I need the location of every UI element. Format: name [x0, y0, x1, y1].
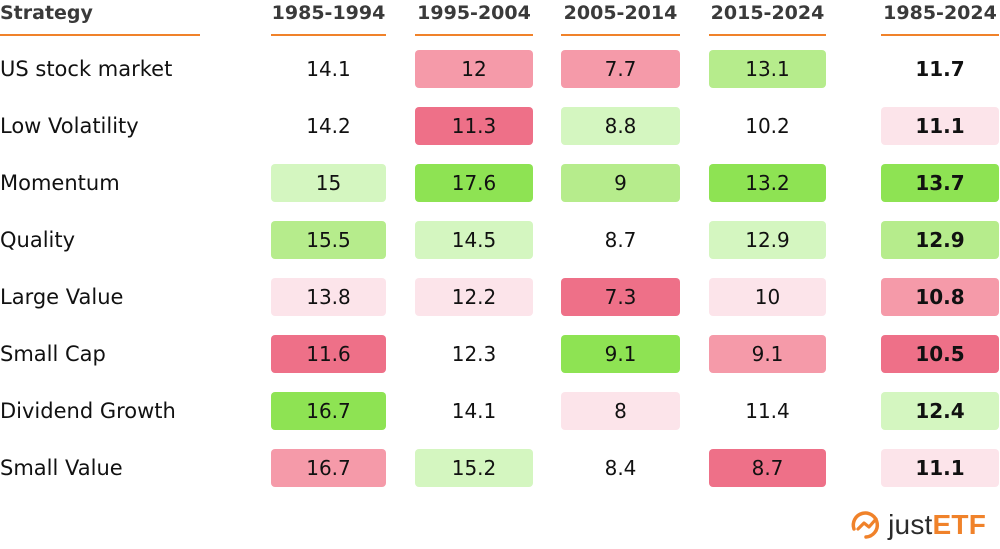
justetf-logo: justETF [848, 505, 986, 545]
header-underline [709, 34, 826, 36]
logo-text-just: just [888, 509, 933, 540]
table-cell: 10.2 [745, 114, 790, 138]
header-underline [561, 34, 680, 36]
table-cell: 13.8 [271, 278, 386, 316]
table-cell: 10.5 [881, 335, 999, 373]
table-cell: 12.9 [709, 221, 826, 259]
table-cell: 8.4 [604, 456, 637, 480]
table-cell: 15 [271, 164, 386, 202]
table-cell: 13.1 [709, 50, 826, 88]
row-label: US stock market [0, 57, 173, 81]
table-cell: 10 [709, 278, 826, 316]
row-label: Small Cap [0, 342, 106, 366]
table-cell: 14.1 [306, 57, 351, 81]
table-cell: 12.3 [451, 342, 497, 366]
header-period-5: 1985-2024 [883, 2, 997, 24]
row-label: Quality [0, 228, 76, 252]
header-period-2: 1995-2004 [417, 2, 531, 24]
table-cell: 11.1 [881, 449, 999, 487]
table-cell: 11.7 [915, 57, 965, 81]
row-label: Momentum [0, 171, 120, 195]
justetf-logo-icon [851, 511, 880, 539]
table-cell: 12.2 [415, 278, 533, 316]
table-cell: 9.1 [709, 335, 826, 373]
table-cell: 14.2 [306, 114, 351, 138]
table-cell: 14.1 [451, 399, 497, 423]
table-cell: 9.1 [561, 335, 680, 373]
header-underline [415, 34, 533, 36]
table-cell: 7.3 [561, 278, 680, 316]
table-cell: 7.7 [561, 50, 680, 88]
table-cell: 8 [561, 392, 680, 430]
table-cell: 13.2 [709, 164, 826, 202]
table-cell: 14.5 [415, 221, 533, 259]
table-cell: 15.2 [415, 449, 533, 487]
logo-text-etf: ETF [932, 509, 986, 540]
header-underline [0, 34, 200, 36]
table-cell: 11.4 [745, 399, 790, 423]
table-cell: 10.8 [881, 278, 999, 316]
row-label: Dividend Growth [0, 399, 176, 423]
header-period-4: 2015-2024 [710, 2, 825, 24]
header-underline [881, 34, 999, 36]
table-cell: 17.6 [415, 164, 533, 202]
table-cell: 16.7 [271, 449, 386, 487]
table-cell: 15.5 [271, 221, 386, 259]
table-cell: 11.3 [415, 107, 533, 145]
table-cell: 12 [415, 50, 533, 88]
table-cell: 13.7 [881, 164, 999, 202]
table-cell: 12.4 [881, 392, 999, 430]
table-cell: 16.7 [271, 392, 386, 430]
header-period-3: 2005-2014 [563, 2, 678, 24]
row-label: Large Value [0, 285, 124, 309]
header-strategy: Strategy [0, 2, 93, 24]
table-cell: 8.7 [604, 228, 637, 252]
table-cell: 12.9 [881, 221, 999, 259]
table-cell: 9 [561, 164, 680, 202]
table-cell: 8.7 [709, 449, 826, 487]
row-label: Small Value [0, 456, 123, 480]
header-period-1: 1985-1994 [271, 2, 386, 24]
table-cell: 8.8 [561, 107, 680, 145]
row-label: Low Volatility [0, 114, 139, 138]
table-cell: 11.1 [881, 107, 999, 145]
header-underline [271, 34, 386, 36]
table-cell: 11.6 [271, 335, 386, 373]
logo-text: justETF [888, 509, 986, 541]
